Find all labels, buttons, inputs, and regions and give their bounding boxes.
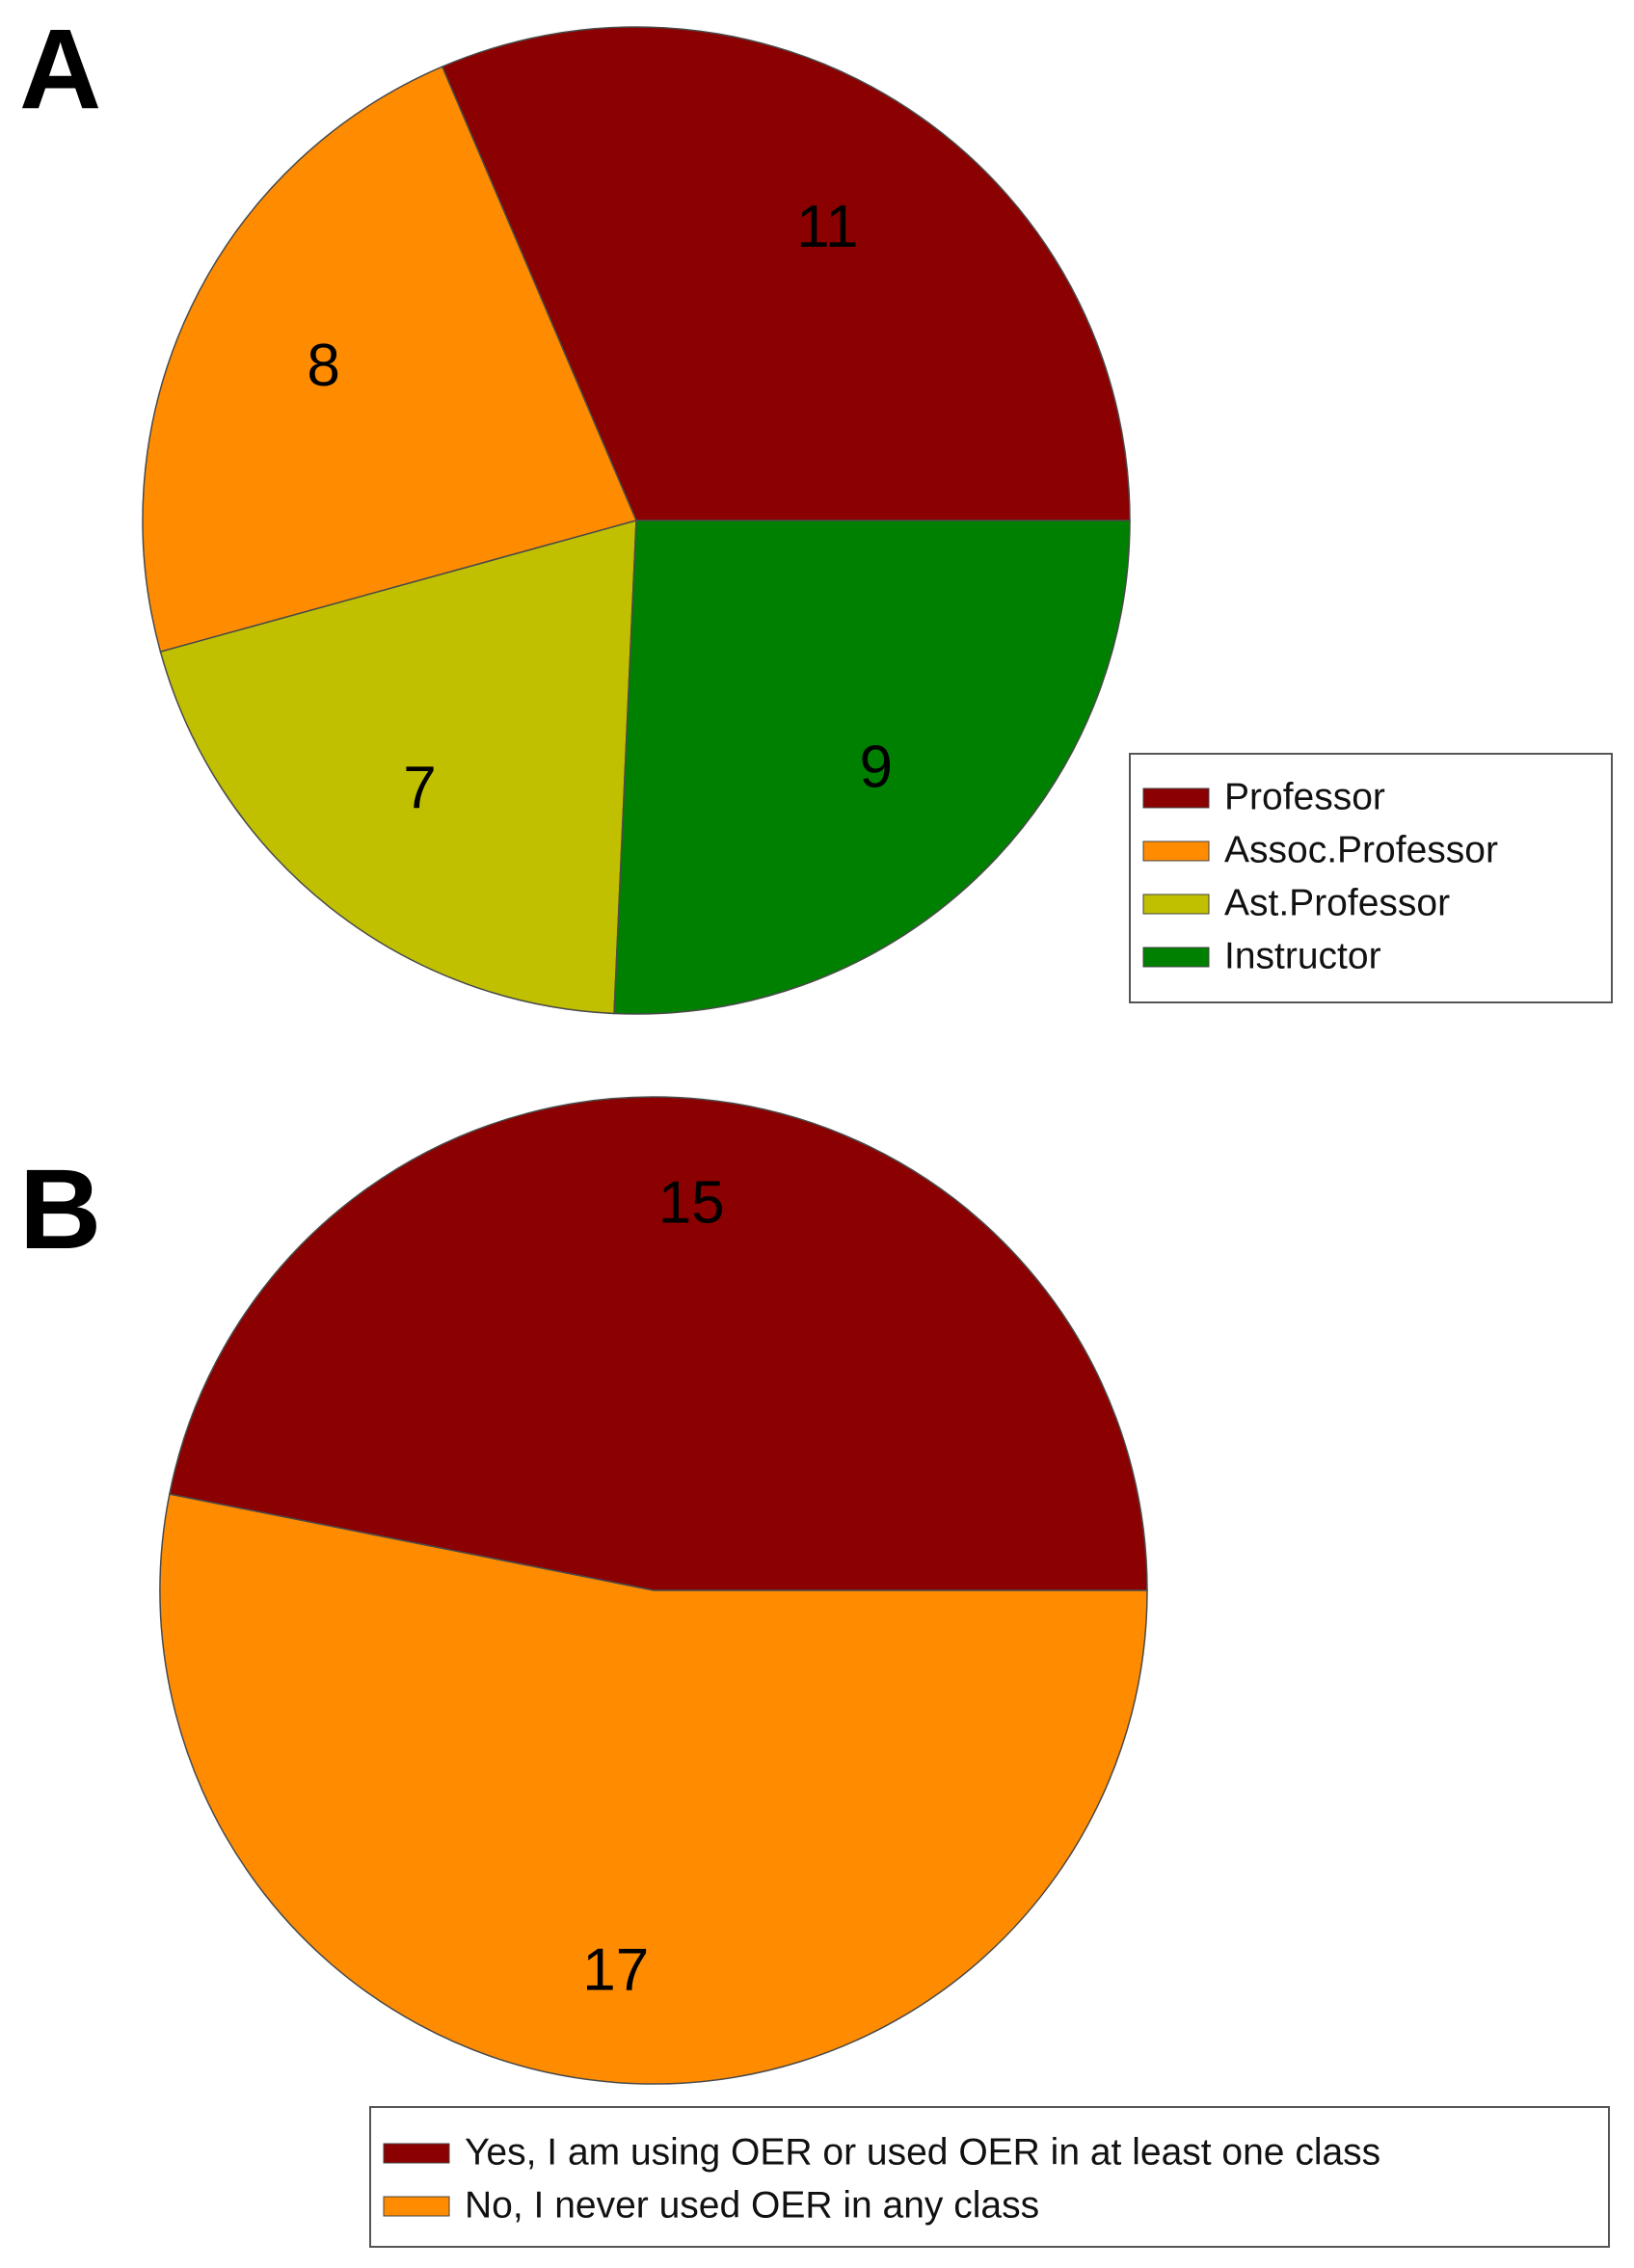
pie-slice-yes-i-am-using-oer-or-used-oer-in-at-least-one-class	[168, 1096, 1148, 1591]
legend-box	[1129, 753, 1613, 1003]
slice-value-label: 11	[796, 194, 858, 260]
legend-swatch-instructor	[1142, 947, 1210, 968]
pie-slice-assoc-professor	[142, 66, 638, 654]
pie-slice-ast-professor	[159, 520, 637, 1015]
legend-swatch-ast-professor	[1142, 894, 1210, 915]
pie-slice-professor	[441, 26, 1131, 521]
panel-letter-a: A	[19, 6, 101, 133]
legend-swatch-assoc-professor	[1142, 840, 1210, 862]
legend-a: Professor Assoc.Professor Ast.Professor Ins…	[1129, 753, 1613, 1003]
legend-label: Professor	[1224, 776, 1385, 817]
pie-slice-no-i-never-used-oer-in-any-class	[159, 1493, 1148, 2085]
panel-a: A 11 8 7 9 Professor Assoc.Professor Ast.Prof…	[19, 6, 1613, 1015]
legend-label: Instructor	[1224, 935, 1381, 976]
legend-box	[369, 2106, 1610, 2248]
legend-swatch-no-i-never-used-oer-in-any-class	[383, 2196, 450, 2217]
legend-label: Yes, I am using OER or used OER in at le…	[465, 2131, 1380, 2173]
panel-letter-b: B	[19, 1146, 101, 1273]
legend-label: No, I never used OER in any class	[465, 2184, 1039, 2226]
legend-swatch-yes-i-am-using-oer-or-used-oer-in-at-least-one-class	[383, 2143, 450, 2164]
slice-value-label: 7	[403, 755, 436, 821]
legend-label: Ast.Professor	[1224, 882, 1450, 923]
legend-label: Assoc.Professor	[1224, 829, 1498, 870]
slice-value-label: 8	[307, 333, 339, 399]
pie-slice-instructor	[613, 520, 1131, 1015]
slice-value-label: 15	[658, 1169, 725, 1236]
slice-value-label: 9	[860, 734, 893, 801]
legend-swatch-professor	[1142, 787, 1210, 809]
pie-chart-a: 11 8 7 9	[142, 26, 1131, 1015]
slice-value-label: 17	[582, 1936, 649, 2003]
legend-b: Yes, I am using OER or used OER in at le…	[369, 2106, 1610, 2248]
